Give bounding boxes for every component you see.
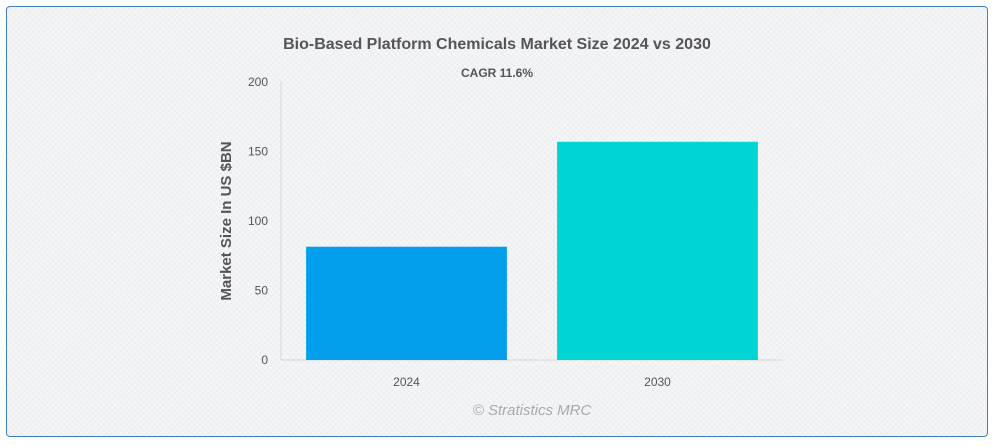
y-tick-label: 200 — [248, 75, 268, 89]
bar-2024[interactable] — [306, 246, 507, 360]
x-tick-label-2030: 2030 — [644, 375, 671, 389]
y-axis-label: Market Size In US $BN — [218, 141, 235, 300]
bar-2030[interactable] — [557, 141, 758, 360]
y-tick-label: 100 — [248, 214, 268, 228]
y-tick-label: 50 — [255, 284, 269, 298]
y-tick-labels: 0 50 100 150 200 — [248, 75, 268, 367]
bars — [306, 141, 758, 360]
y-tick-label: 150 — [248, 145, 268, 159]
chart-title: Bio-Based Platform Chemicals Market Size… — [283, 36, 711, 53]
x-tick-labels: 2024 2030 — [393, 375, 671, 389]
x-tick-label-2024: 2024 — [393, 375, 420, 389]
chart-subtitle: CAGR 11.6% — [461, 66, 533, 80]
chart-frame — [6, 6, 988, 437]
y-tick-label: 0 — [261, 353, 268, 367]
credit-text: © Stratistics MRC — [473, 402, 592, 419]
